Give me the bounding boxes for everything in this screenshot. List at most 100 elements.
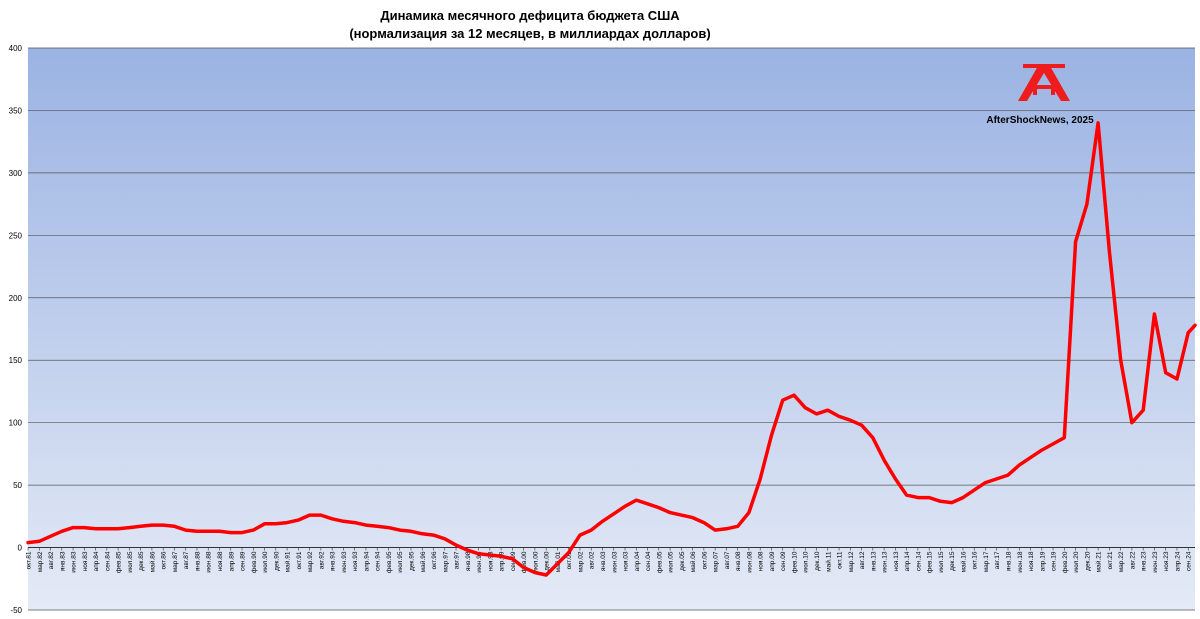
x-tick-label: июл.95 <box>397 551 404 573</box>
x-tick-label: фев.95 <box>386 551 393 573</box>
x-tick-label: май.06 <box>689 551 697 572</box>
x-tick-label: мар.82 <box>37 551 44 572</box>
x-tick-label: окт.01 <box>566 551 573 569</box>
x-tick-label: июн.83 <box>71 551 78 573</box>
x-tick-label: май.96 <box>419 551 427 572</box>
x-tick-label: апр.09 <box>769 551 776 571</box>
x-tick-label: дек.15 <box>949 551 956 571</box>
chart-title: Динамика месячного дефицита бюджета США <box>380 8 680 23</box>
x-tick-label: мар.92 <box>307 551 314 572</box>
x-tick-label: фев.85 <box>116 551 123 573</box>
x-tick-label: сен.89 <box>240 551 247 571</box>
x-tick-label: май.11 <box>824 551 832 572</box>
x-tick-label: окт.86 <box>161 551 168 569</box>
plot-area <box>28 48 1195 610</box>
x-tick-label: ноя.03 <box>623 551 630 571</box>
x-tick-label: ноя.23 <box>1163 551 1170 571</box>
x-tick-label: апр.19 <box>1039 551 1046 571</box>
x-tick-label: авг.92 <box>318 551 325 569</box>
x-tick-label: июн.13 <box>882 551 889 573</box>
x-tick-label: окт.81 <box>26 551 33 569</box>
series-layer <box>26 121 1197 577</box>
credit-label: AfterShockNews, 2025 <box>986 115 1094 126</box>
x-tick-label: окт.21 <box>1107 551 1114 569</box>
y-tick-label: 50 <box>13 481 22 490</box>
x-tick-label: ноя.88 <box>217 551 224 571</box>
x-tick-label: апр.24 <box>1174 551 1181 571</box>
y-tick-label: 400 <box>9 44 23 53</box>
x-tick-label: янв.18 <box>1006 551 1013 571</box>
x-tick-label: июл.20 <box>1073 551 1080 573</box>
y-tick-label: 300 <box>9 169 23 178</box>
x-tick-label: апр.84 <box>93 551 100 571</box>
x-tick-label: июл.00 <box>532 551 539 573</box>
x-tick-label: сен.04 <box>645 551 652 571</box>
x-tick-label: мар.87 <box>172 551 179 572</box>
gridlines <box>28 47 1195 611</box>
x-tick-label: июл.90 <box>262 551 269 573</box>
x-tick-label: июл.10 <box>803 551 810 573</box>
x-tick-label: янв.23 <box>1141 551 1148 571</box>
x-tick-label: мар.17 <box>983 551 990 572</box>
x-tick-label: мар.97 <box>442 551 449 572</box>
x-tick-label: авг.12 <box>859 551 866 569</box>
x-tick-label: дек.95 <box>408 551 415 571</box>
x-tick-label: сен.14 <box>915 551 922 571</box>
x-tick-label: фев.90 <box>251 551 258 573</box>
x-tick-label: фев.00 <box>521 551 528 573</box>
x-tick-label: янв.03 <box>600 551 607 571</box>
y-tick-label: 150 <box>9 356 23 365</box>
y-tick-label: 100 <box>9 419 23 428</box>
y-tick-label: 350 <box>9 106 23 115</box>
x-tick-label: июн.03 <box>611 551 618 573</box>
x-tick-label: авг.17 <box>994 551 1001 569</box>
x-tick-label: янв.93 <box>330 551 337 571</box>
x-tick-label: июл.85 <box>127 551 134 573</box>
x-tick-label: июл.05 <box>668 551 675 573</box>
x-tick-label: июн.93 <box>341 551 348 573</box>
x-tick-label: июн.88 <box>206 551 213 573</box>
x-tick-label: дек.85 <box>138 551 145 571</box>
x-tick-label: авг.07 <box>724 551 731 569</box>
y-tick-label: 0 <box>18 544 23 553</box>
x-tick-label: сен.84 <box>104 551 111 571</box>
x-tick-label: мар.12 <box>848 551 855 572</box>
x-tick-label: авг.97 <box>454 551 461 569</box>
x-tick-label: янв.83 <box>59 551 66 571</box>
x-tick-label: ноя.18 <box>1028 551 1035 571</box>
x-tick-label: июн.18 <box>1017 551 1024 573</box>
x-tick-label: июн.98 <box>476 551 483 573</box>
x-tick-label: апр.14 <box>904 551 911 571</box>
x-tick-label: июн.08 <box>746 551 753 573</box>
x-tick-label: мар.22 <box>1118 551 1125 572</box>
x-tick-label: апр.04 <box>634 551 641 571</box>
x-tick-label: окт.06 <box>701 551 708 569</box>
series-line <box>26 121 1197 577</box>
x-tick-label: сен.24 <box>1186 551 1193 571</box>
x-tick-label: янв.08 <box>735 551 742 571</box>
x-tick-label: окт.96 <box>431 551 438 569</box>
x-tick-label: ноя.93 <box>352 551 359 571</box>
x-tick-label: ноя.13 <box>893 551 900 571</box>
x-tick-label: авг.82 <box>48 551 55 569</box>
x-tick-label: апр.94 <box>363 551 370 571</box>
x-tick-label: янв.98 <box>465 551 472 571</box>
aftershocknews-logo-icon <box>1018 64 1070 101</box>
x-tick-label: янв.88 <box>194 551 201 571</box>
x-tick-label: сен.09 <box>780 551 787 571</box>
x-tick-label: июл.15 <box>938 551 945 573</box>
x-tick-label: окт.11 <box>837 551 844 569</box>
x-tick-label: май.91 <box>284 551 292 572</box>
x-tick-label: окт.91 <box>296 551 303 569</box>
x-tick-label: авг.87 <box>183 551 190 569</box>
x-tick-label: ноя.83 <box>82 551 89 571</box>
y-axis-ticks: -50 0 50 100 150 200 250 300 350 400 <box>9 44 23 615</box>
x-tick-label: ноя.98 <box>487 551 494 571</box>
x-tick-label: сен.94 <box>375 551 382 571</box>
chart-subtitle: (нормализация за 12 месяцев, в миллиарда… <box>349 26 710 41</box>
x-tick-label: май.16 <box>959 551 967 572</box>
x-tick-label: авг.02 <box>589 551 596 569</box>
x-tick-label: июн.23 <box>1152 551 1159 573</box>
x-tick-label: дек.00 <box>544 551 551 571</box>
